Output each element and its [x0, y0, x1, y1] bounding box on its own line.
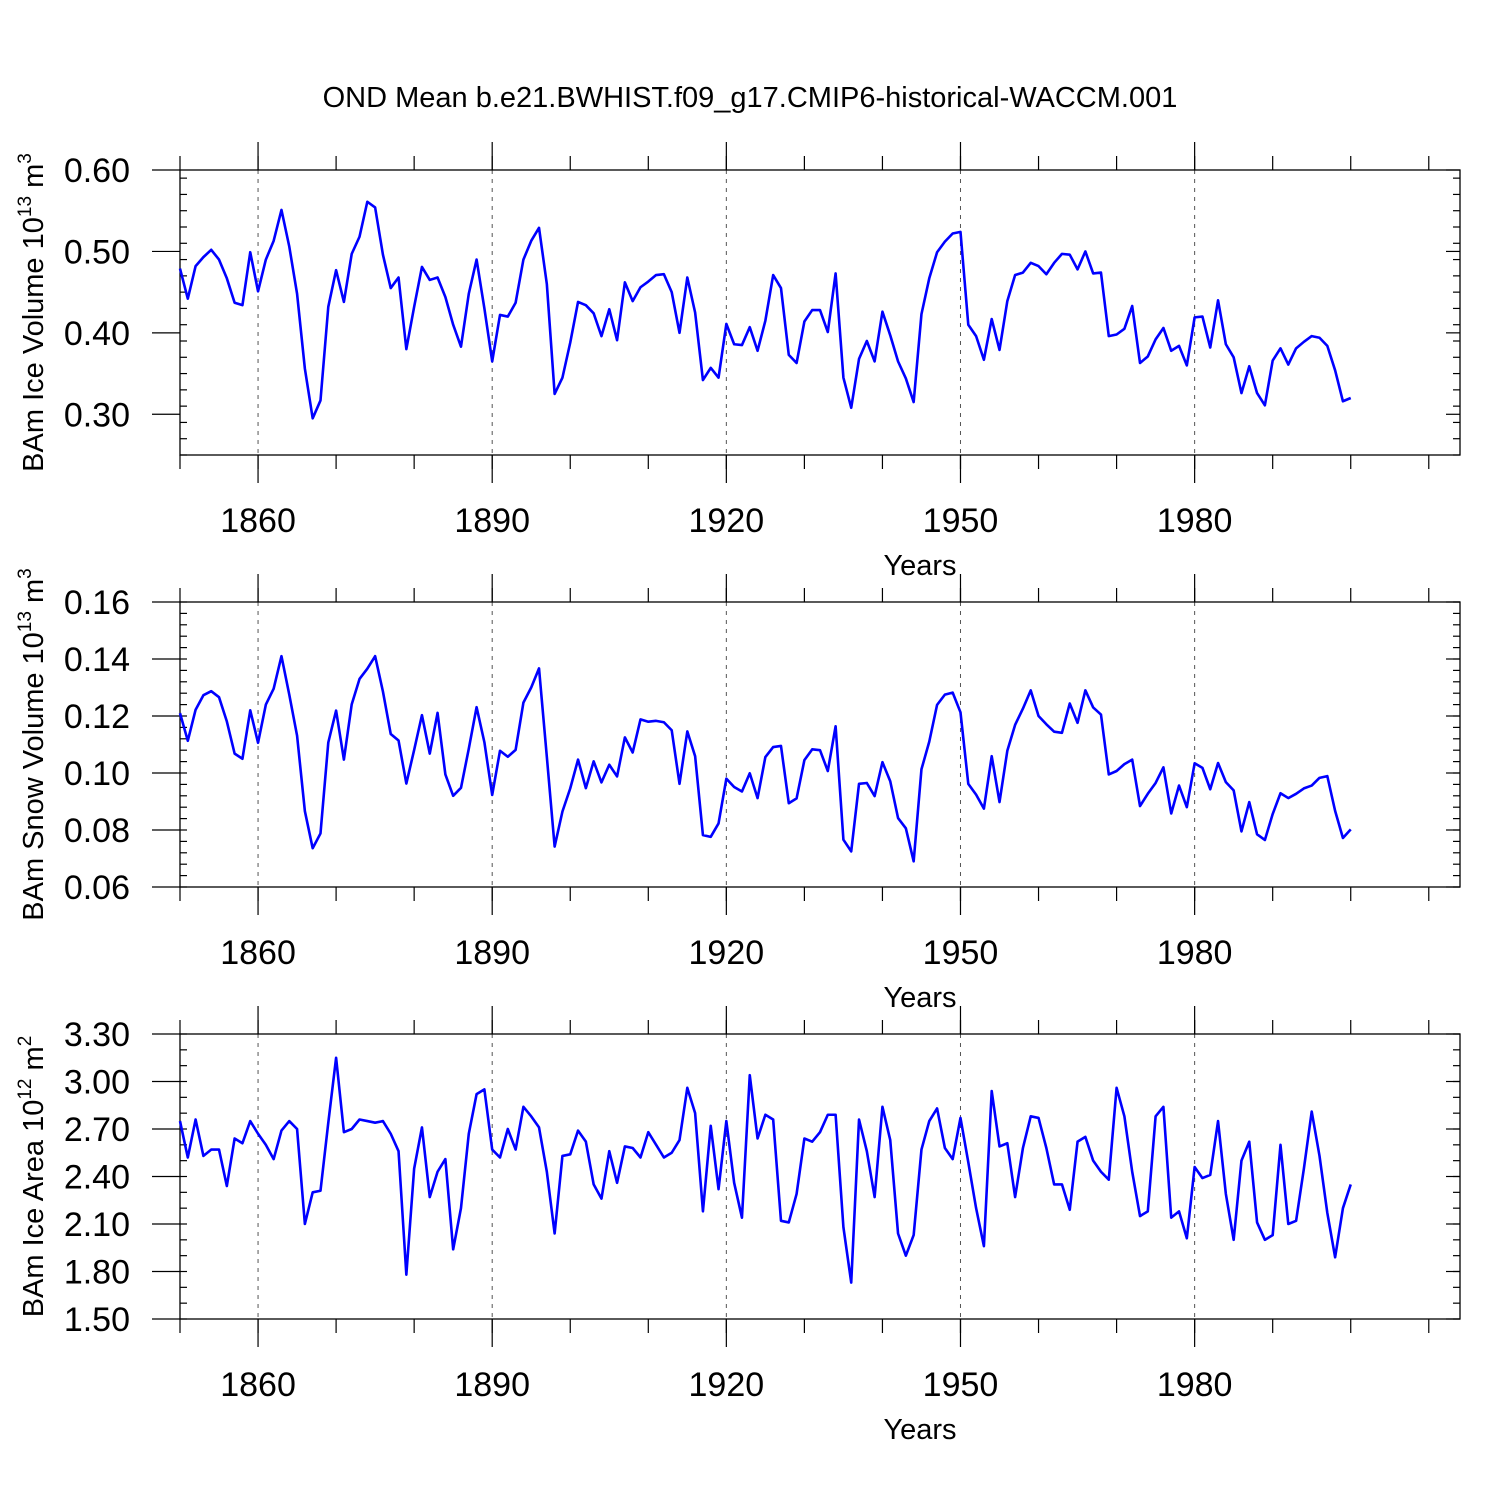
y-tick-label: 0.14 — [64, 641, 130, 679]
y-axis-label: BAm Snow Volume 1013 m3 — [15, 568, 50, 920]
y-label-unit: m — [18, 579, 50, 611]
y-tick-label: 2.10 — [64, 1206, 130, 1244]
y-axis-label: BAm Ice Volume 1013 m3 — [15, 153, 50, 472]
y-label-exp: 13 — [15, 196, 36, 217]
y-label-unit-exp: 2 — [15, 1036, 36, 1047]
y-tick-label: 0.40 — [64, 315, 130, 353]
x-tick-label: 1860 — [220, 502, 296, 540]
series-line — [178, 654, 1352, 863]
series-line — [178, 1056, 1352, 1284]
plot-frame — [179, 1033, 1461, 1320]
x-axis-label: Years — [883, 1414, 956, 1446]
y-axis-label: BAm Ice Area 1012 m2 — [15, 1036, 50, 1318]
y-tick-label: 0.06 — [64, 869, 130, 907]
y-label-exp: 13 — [15, 611, 36, 632]
x-tick-label: 1890 — [454, 502, 530, 540]
panel-ice-volume: 0.30 0.40 0.50 0.60 1860 1890 1920 1950 1980 Year… — [15, 142, 1461, 582]
x-tick-label: 1920 — [689, 502, 765, 540]
figure-title: OND Mean b.e21.BWHIST.f09_g17.CMIP6-hist… — [323, 82, 1178, 114]
y-tick-label: 3.00 — [64, 1064, 130, 1102]
x-tick-label: 1920 — [689, 1366, 765, 1404]
y-tick-label: 1.50 — [64, 1301, 130, 1339]
x-tick-label: 1980 — [1157, 934, 1233, 972]
y-tick-label: 0.60 — [64, 152, 130, 190]
y-tick-label: 0.16 — [64, 584, 130, 622]
x-tick-label: 1860 — [220, 1366, 296, 1404]
x-axis-label: Years — [883, 550, 956, 582]
y-label-exp: 12 — [15, 1079, 36, 1100]
plot-frame — [179, 601, 1461, 888]
plot-frame — [179, 169, 1461, 456]
y-label-main: BAm Ice Volume 10 — [18, 217, 50, 472]
x-tick-label: 1920 — [689, 934, 765, 972]
y-label-unit-exp: 3 — [15, 153, 36, 164]
x-tick-label: 1980 — [1157, 1366, 1233, 1404]
y-label-unit: m — [18, 1046, 50, 1078]
x-axis-label: Years — [883, 982, 956, 1014]
y-tick-label: 0.12 — [64, 698, 130, 736]
series-line — [178, 200, 1352, 420]
y-tick-label: 0.10 — [64, 755, 130, 793]
x-tick-label: 1950 — [923, 502, 999, 540]
x-tick-label: 1860 — [220, 934, 296, 972]
y-tick-label: 1.80 — [64, 1254, 130, 1292]
x-tick-label: 1950 — [923, 1366, 999, 1404]
y-label-unit: m — [18, 164, 50, 196]
x-tick-label: 1950 — [923, 934, 999, 972]
y-tick-label: 0.30 — [64, 396, 130, 434]
y-tick-label: 2.70 — [64, 1111, 130, 1149]
y-label-unit-exp: 3 — [15, 568, 36, 579]
y-tick-label: 0.50 — [64, 233, 130, 271]
y-tick-label: 0.08 — [64, 812, 130, 850]
panel-snow-volume: 0.06 0.08 0.10 0.12 0.14 0.16 1860 1890 1920 1950… — [15, 568, 1461, 1014]
y-label-main: BAm Snow Volume 10 — [18, 632, 50, 921]
x-tick-label: 1890 — [454, 934, 530, 972]
x-tick-label: 1980 — [1157, 502, 1233, 540]
y-tick-label: 2.40 — [64, 1159, 130, 1197]
x-tick-label: 1890 — [454, 1366, 530, 1404]
panel-ice-area: 1.50 1.80 2.10 2.40 2.70 3.00 3.30 1860 1890 1920… — [15, 1006, 1461, 1446]
y-label-main: BAm Ice Area 10 — [18, 1100, 50, 1318]
y-tick-label: 3.30 — [64, 1016, 130, 1054]
